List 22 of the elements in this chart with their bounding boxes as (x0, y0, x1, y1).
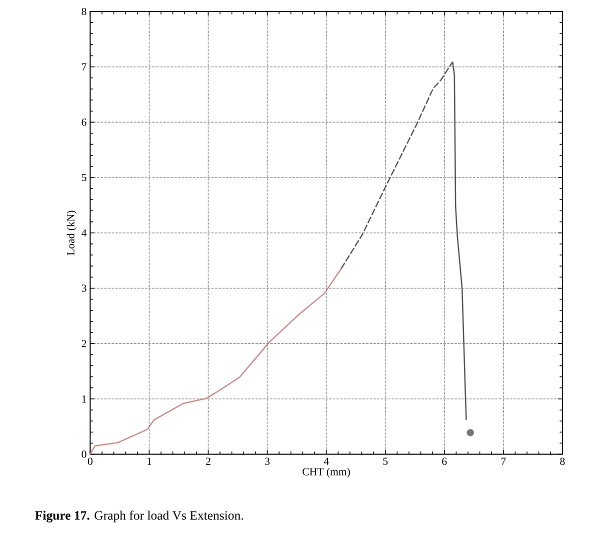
y-tick-label: 5 (82, 174, 86, 182)
x-tick-label: 4 (324, 458, 329, 465)
x-tick-label: 7 (501, 458, 506, 465)
y-tick-label: 1 (82, 395, 86, 402)
y-tick-label: 6 (82, 118, 86, 126)
y-tick-label: 0 (82, 450, 86, 458)
x-tick-label: 5 (383, 458, 388, 465)
x-tick-label: 3 (265, 458, 270, 465)
x-tick-label: 1 (147, 458, 152, 465)
y-tick-label: 7 (82, 63, 86, 70)
y-tick-label: 3 (82, 284, 86, 292)
y-tick-label: 4 (82, 229, 87, 236)
line-series (90, 268, 342, 455)
y-tick-label: 2 (82, 340, 86, 348)
x-axis-title: CHT (mm) (302, 468, 350, 478)
x-tick-label: 6 (442, 458, 447, 465)
x-tick-label: 0 (88, 458, 92, 465)
y-tick-label: 8 (82, 8, 86, 16)
text: Figure 17. Graph for load Vs Extension. (35, 510, 243, 522)
x-tick-label: 2 (206, 458, 210, 465)
y-axis-title: Load (kN) (66, 210, 77, 256)
x-tick-label: 8 (560, 458, 565, 465)
